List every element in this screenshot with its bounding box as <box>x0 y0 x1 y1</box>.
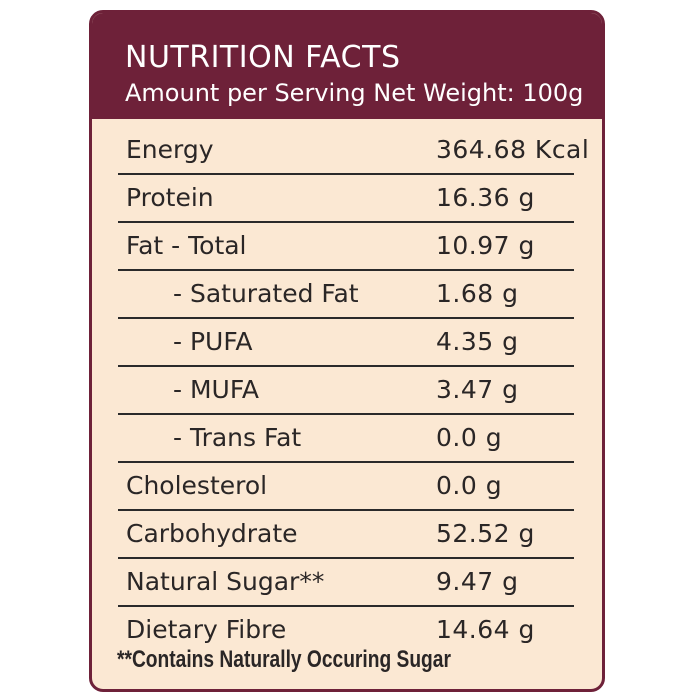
amount: 16.36 g <box>436 183 535 212</box>
row: - Saturated Fat 1.68 g <box>118 271 574 319</box>
nutrient: - PUFA <box>173 327 253 356</box>
title: NUTRITION FACTS <box>125 40 401 75</box>
row: Energy 364.68 Kcal <box>118 127 589 175</box>
amount: 9.47 g <box>436 567 519 596</box>
row: Carbohydrate 52.52 g <box>118 511 574 559</box>
nutrient: - MUFA <box>173 375 260 404</box>
row: Cholesterol 0.0 g <box>118 463 574 511</box>
amount: 10.97 g <box>436 231 535 260</box>
amount: 0.0 g <box>436 471 503 500</box>
row: Protein 16.36 g <box>118 175 574 223</box>
row: - PUFA 4.35 g <box>118 319 574 367</box>
row: - MUFA 3.47 g <box>118 367 574 415</box>
row: Natural Sugar** 9.47 g <box>118 559 574 607</box>
amount: 3.47 g <box>436 375 519 404</box>
row: - Trans Fat 0.0 g <box>118 415 574 463</box>
nutrient: - Trans Fat <box>173 423 302 452</box>
subtitle: Amount per Serving Net Weight: 100g <box>125 79 584 107</box>
row: Fat - Total 10.97 g <box>118 223 574 271</box>
nutrient: Protein <box>126 183 214 212</box>
nutrition-card: NUTRITION FACTS Amount per Serving Net W… <box>89 10 605 692</box>
amount: 1.68 g <box>436 279 519 308</box>
footnote: **Contains Naturally Occuring Sugar <box>117 646 451 673</box>
nutrient: Dietary Fibre <box>126 615 287 644</box>
nutrient: - Saturated Fat <box>173 279 359 308</box>
amount: 364.68 Kcal <box>436 135 590 164</box>
nutrient: Cholesterol <box>126 471 268 500</box>
nutrient: Natural Sugar** <box>126 567 325 596</box>
nutrient: Fat - Total <box>126 231 247 260</box>
amount: 4.35 g <box>436 327 519 356</box>
nutrient: Carbohydrate <box>126 519 298 548</box>
amount: 0.0 g <box>436 423 503 452</box>
header: NUTRITION FACTS Amount per Serving Net W… <box>92 13 602 119</box>
amount: 52.52 g <box>436 519 535 548</box>
nutrition-table: Energy 364.68 Kcal Protein 16.36 g Fat - T… <box>118 127 589 653</box>
amount: 14.64 g <box>436 615 535 644</box>
nutrient: Energy <box>126 135 214 164</box>
row: Dietary Fibre 14.64 g <box>118 607 574 653</box>
